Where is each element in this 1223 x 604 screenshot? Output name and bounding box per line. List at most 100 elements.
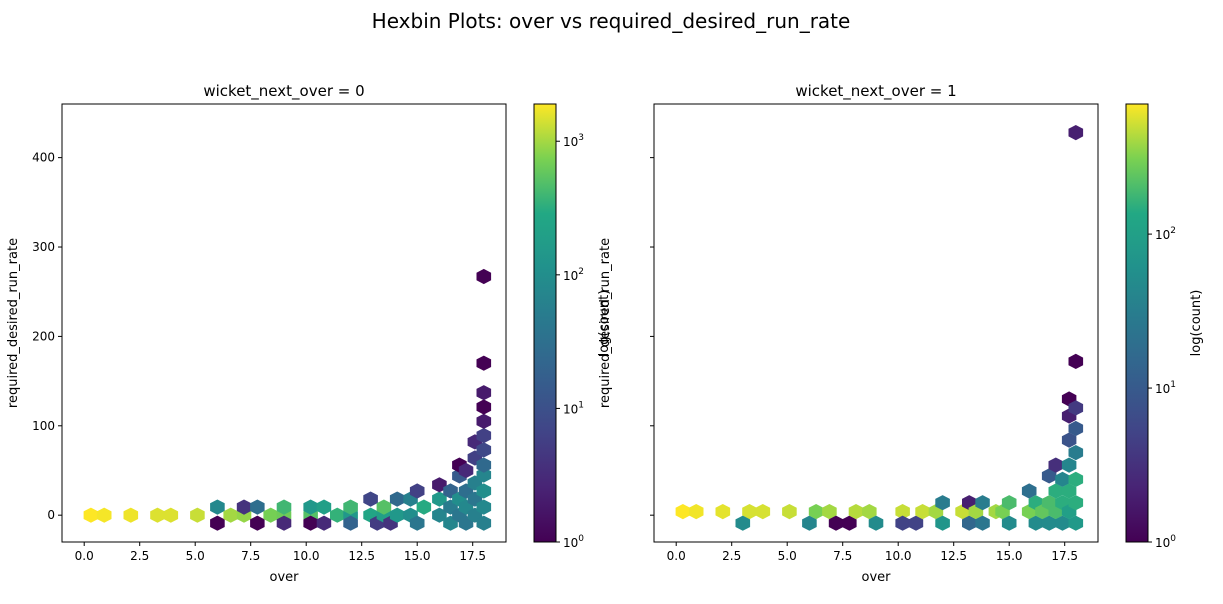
x-tick-label: 10.0 [293, 549, 320, 563]
x-tick-label: 5.0 [186, 549, 205, 563]
hexbin-cell [1061, 483, 1077, 499]
hexbin-cell [1028, 515, 1044, 531]
hexbin-cell [330, 507, 345, 523]
hexbin-cell [848, 504, 864, 520]
hexbin-cell [416, 499, 432, 515]
hexbin-cell [210, 499, 225, 515]
hexbin-cell [476, 268, 492, 285]
hexbin-cell [476, 428, 492, 444]
y-tick-label: 400 [32, 151, 55, 165]
hexbin-cell [822, 504, 837, 520]
hexbin-cell [1061, 432, 1077, 448]
hexbin-cell [755, 504, 771, 520]
figure-suptitle: Hexbin Plots: over vs required_desired_r… [372, 9, 851, 33]
hexbin-cell [316, 499, 332, 515]
hexbin-cell [343, 515, 358, 531]
hexbin-cell [862, 504, 877, 520]
x-axis-label: over [862, 570, 892, 585]
hexbin-cell [915, 504, 930, 520]
hexbin-cell [935, 515, 950, 531]
hexbin-cell [1068, 495, 1084, 511]
x-tick-label: 7.5 [241, 549, 260, 563]
hexbin-cell [409, 515, 425, 531]
plot-frame [653, 103, 1099, 543]
y-tick-label: 300 [32, 240, 55, 254]
hexbin-cell [432, 477, 447, 493]
hexbin-cell [782, 504, 797, 520]
hexbin-cell [303, 499, 318, 515]
hexbin-cell [802, 515, 817, 531]
hexbin-cells [83, 268, 492, 531]
hexbin-cell [96, 507, 112, 523]
hexbin-cell [1055, 515, 1070, 531]
colorbar-tick-label: 101 [563, 400, 584, 416]
hexbin-cell [1048, 483, 1064, 499]
hexbin-cell [150, 507, 165, 523]
y-axis-label: required_desired_run_rate [598, 238, 613, 408]
hexbin-cell [1068, 353, 1084, 369]
y-tick-label: 200 [32, 329, 55, 343]
hexbin-cell [735, 515, 751, 531]
hexbin-cell [476, 467, 492, 483]
panel-title: wicket_next_over = 0 [203, 82, 364, 101]
colorbar-tick-label: 100 [563, 534, 584, 550]
hexbin-cell [476, 515, 492, 531]
hexbin-cell [276, 515, 292, 531]
hexbin-cell [303, 515, 318, 531]
hexbin-cell [1068, 471, 1084, 487]
x-tick-label: 15.0 [996, 549, 1023, 563]
x-tick-label: 12.5 [940, 549, 967, 563]
colorbar [1125, 103, 1149, 543]
hexbin-cell [935, 495, 950, 511]
hexbin-cell [1001, 495, 1017, 511]
hexbin-cell [1001, 515, 1017, 531]
x-tick-label: 2.5 [130, 549, 149, 563]
colorbar-tick-label: 102 [1155, 226, 1176, 242]
hexbin-cell [432, 507, 447, 523]
hexbin-cell [263, 507, 278, 523]
hexbin-cell [389, 491, 405, 507]
hexbin-cell [476, 385, 492, 401]
panel-title: wicket_next_over = 1 [795, 82, 956, 101]
hexbin-cell [1055, 471, 1070, 487]
hexbin-cell [123, 507, 139, 523]
hexbin-cell [1041, 468, 1057, 484]
colorbar-tick-label: 101 [1155, 380, 1176, 396]
hexbin-panel-wicket-1: 0.0 2.5 5.0 7.5 10.0 12.5 15.0 17.5 wicket_next_… [598, 82, 1204, 585]
hexbin-cell [1048, 457, 1064, 473]
x-tick-label: 10.0 [885, 549, 912, 563]
y-axis-label: required_desired_run_rate [6, 238, 21, 408]
hexbin-cell [675, 504, 691, 520]
hexbin-cell [458, 462, 474, 479]
x-tick-label: 2.5 [722, 549, 741, 563]
hexbin-cell [223, 507, 238, 523]
hexbin-cell [828, 515, 844, 531]
hexbin-cell [476, 499, 492, 515]
hexbin-cell [432, 491, 447, 507]
hexbin-cell [250, 515, 265, 531]
x-tick-label: 17.5 [1051, 549, 1078, 563]
hexbin-cell [842, 515, 857, 531]
colorbar-tick-label: 102 [563, 267, 584, 283]
hexbin-cell [476, 355, 492, 371]
colorbar [533, 103, 557, 543]
hexbin-cell [363, 491, 378, 507]
hexbin-cell [476, 483, 492, 499]
colorbar-tick-label: 103 [563, 133, 584, 149]
plot-area [62, 104, 506, 542]
colorbar-label: log(count) [597, 290, 612, 357]
plot-frame [61, 103, 507, 543]
hexbin-cell [476, 457, 492, 473]
hexbin-cell [476, 442, 492, 458]
hexbin-cell [1068, 515, 1084, 531]
hexbin-cell [250, 499, 265, 515]
hexbin-cell [409, 483, 425, 499]
hexbin-cell [476, 413, 492, 429]
hexbin-cell [895, 504, 910, 520]
x-tick-label: 17.5 [459, 549, 486, 563]
hexbin-cell [1061, 457, 1077, 473]
hexbin-cell [210, 515, 225, 531]
hexbin-cell [190, 507, 205, 523]
x-tick-label: 5.0 [778, 549, 797, 563]
